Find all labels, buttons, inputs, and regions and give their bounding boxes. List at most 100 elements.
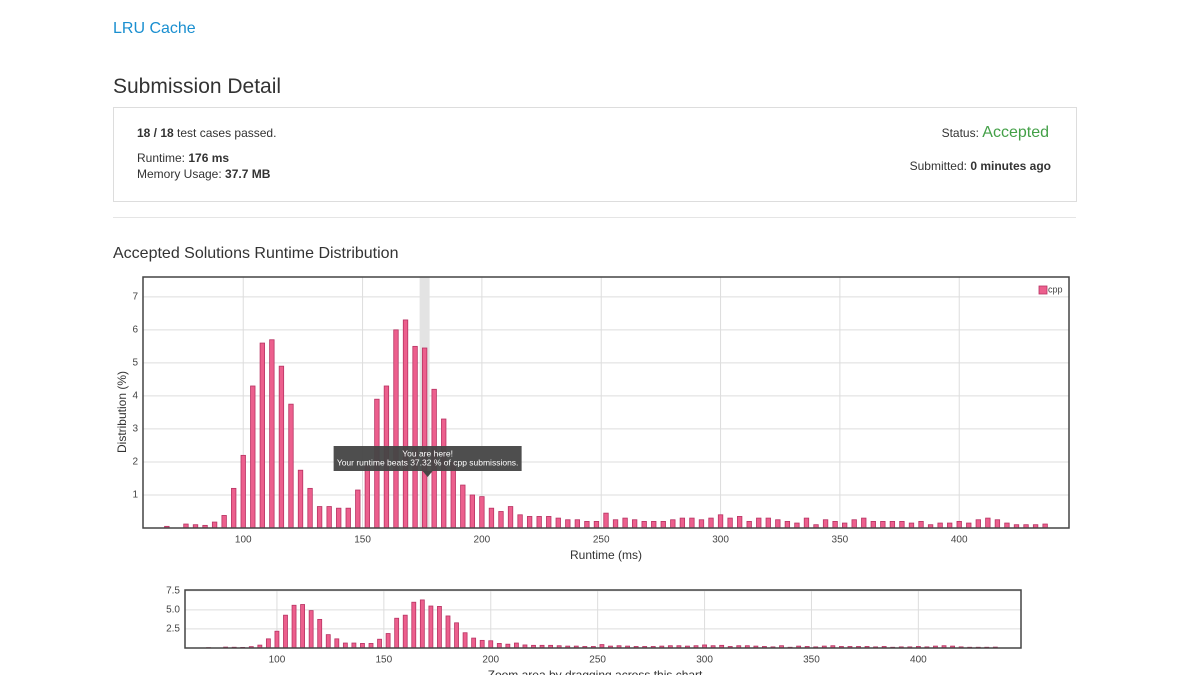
bar [316, 506, 323, 529]
bar [717, 514, 724, 529]
bar [307, 487, 313, 529]
y-tick-label: 7 [132, 291, 138, 302]
submitted-label: Submitted: [909, 159, 967, 173]
bar [803, 517, 810, 529]
y-tick-label: 7.5 [166, 585, 180, 596]
bar [727, 517, 733, 529]
bar [517, 514, 523, 529]
status-label: Status: [941, 126, 979, 140]
bar [364, 464, 370, 529]
x-tick-label: 200 [482, 655, 499, 666]
cases-line: 18 / 18 test cases passed. [137, 126, 276, 140]
x-tick-label: 300 [696, 655, 713, 666]
chart-heading: Accepted Solutions Runtime Distribution [113, 245, 399, 262]
bar [870, 520, 876, 529]
bar [394, 617, 400, 649]
bar [679, 517, 686, 529]
bar [326, 506, 332, 529]
bar [345, 507, 351, 529]
bar [445, 615, 451, 649]
bar [393, 329, 399, 529]
y-tick-label: 3 [132, 424, 138, 435]
bar [479, 496, 485, 529]
bar [889, 520, 896, 529]
bar [546, 516, 552, 529]
bar [454, 622, 459, 649]
y-tick-label: 5 [132, 358, 138, 369]
bar [880, 520, 886, 529]
bar [899, 520, 905, 529]
x-tick-label: 250 [589, 655, 606, 666]
bar [269, 339, 275, 529]
bar [462, 632, 468, 649]
bar [411, 601, 417, 649]
bar [832, 520, 838, 529]
bar [240, 454, 246, 529]
bar [622, 517, 628, 529]
bar [851, 519, 857, 529]
bar [377, 638, 382, 649]
bar [593, 520, 600, 529]
bar [555, 517, 561, 529]
bar [221, 515, 227, 529]
submitted-line: Submitted: 0 minutes ago [910, 159, 1051, 173]
bar [402, 319, 409, 529]
x-tick-label: 150 [376, 655, 393, 666]
bar [488, 507, 495, 529]
bar [419, 599, 425, 649]
x-tick-label: 150 [354, 535, 371, 546]
bar [308, 610, 314, 649]
bar [421, 347, 428, 529]
bar [250, 385, 256, 529]
y-axis-label: Distribution (%) [115, 371, 129, 453]
bar [660, 520, 666, 529]
bar [603, 512, 609, 529]
y-tick-label: 6 [132, 324, 138, 335]
divider [113, 217, 1076, 218]
cases: 18 / 18 [137, 126, 174, 140]
y-tick-label: 2.5 [166, 624, 180, 635]
x-axis-label: Runtime (ms) [570, 548, 642, 562]
bar [736, 516, 743, 529]
tooltip-box [333, 446, 522, 471]
bar [994, 519, 1001, 529]
bar [708, 517, 714, 529]
bar [641, 520, 647, 529]
bar [471, 637, 477, 649]
bar [325, 634, 331, 649]
memory: 37.7 MB [225, 167, 271, 181]
runtime-line: Runtime: 176 ms [137, 151, 229, 165]
x-tick-label: 300 [712, 535, 729, 546]
bar [746, 520, 752, 529]
bar [441, 418, 447, 529]
bar [231, 487, 237, 529]
bar [479, 639, 485, 649]
bar [775, 519, 781, 529]
x-tick-label: 200 [474, 535, 491, 546]
chart-caption: Zoom area by dragging across this chart [488, 668, 703, 675]
legend-label: cpp [1048, 284, 1063, 294]
bar [698, 519, 705, 529]
bar [918, 520, 924, 529]
bar [689, 517, 695, 529]
bar [612, 519, 619, 529]
bar [334, 638, 340, 649]
heading: Submission Detail [113, 75, 282, 98]
bar [488, 640, 494, 649]
bar [631, 519, 638, 529]
bar [385, 633, 391, 649]
submitted: 0 minutes ago [970, 159, 1051, 173]
y-tick-label: 5.0 [166, 604, 180, 615]
bar [670, 519, 676, 529]
status: Accepted [982, 124, 1049, 141]
memory-label: Memory Usage: [137, 167, 222, 181]
bar [498, 511, 504, 529]
status-line: Status: Accepted [942, 124, 1049, 142]
bar [861, 517, 867, 529]
x-tick-label: 100 [235, 535, 252, 546]
bar [355, 489, 361, 529]
bar [756, 517, 762, 529]
problem-link[interactable]: LRU Cache [113, 20, 196, 37]
